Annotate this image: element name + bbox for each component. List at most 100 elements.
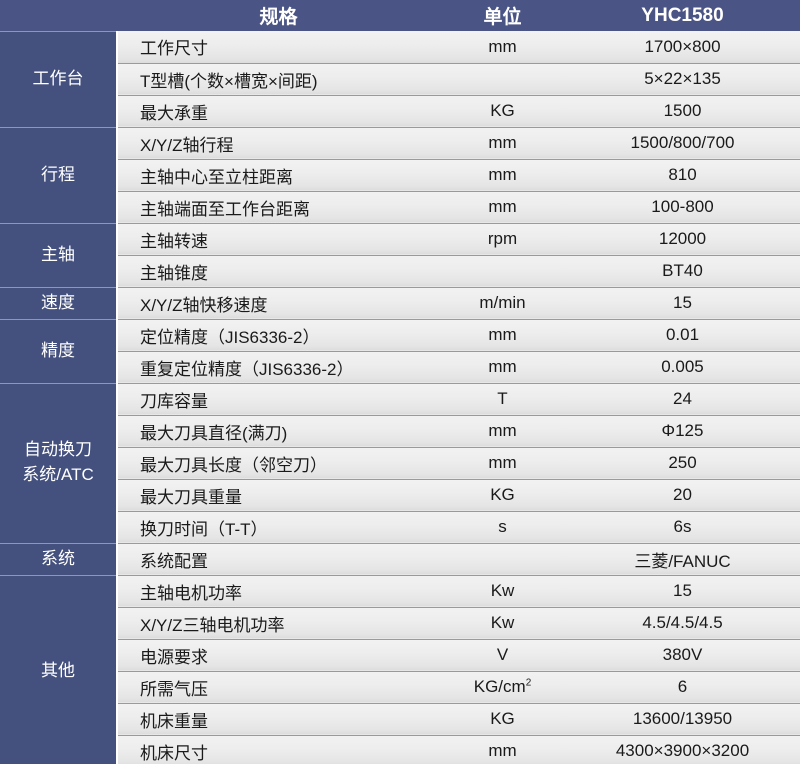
table-row: T型槽(个数×槽宽×间距) 5×22×135 [0, 63, 800, 96]
table-row: 行程 X/Y/Z轴行程 mm 1500/800/700 [0, 126, 800, 224]
spec-unit-cell: V [440, 639, 565, 672]
spec-unit-cell: T [440, 383, 565, 416]
table-row: 换刀时间（T-T） s 6s [0, 511, 800, 544]
spec-name-cell: 主轴锥度 [117, 255, 440, 288]
table-row: 最大承重 KG 1500 [0, 95, 800, 128]
spec-unit-cell: mm [440, 735, 565, 764]
spec-value-cell: 250 [565, 447, 800, 480]
spec-unit-cell: s [440, 511, 565, 544]
spec-name-cell: T型槽(个数×槽宽×间距) [117, 63, 440, 96]
spec-name-cell: 定位精度（JIS6336-2） [117, 319, 440, 352]
header-row: 规格 单位 YHC1580 [0, 0, 800, 31]
spec-name-cell: 工作尺寸 [117, 31, 440, 64]
table-row: X/Y/Z三轴电机功率 Kw 4.5/4.5/4.5 [0, 607, 800, 640]
spec-name-cell: 最大刀具直径(满刀) [117, 415, 440, 448]
spec-value-cell: BT40 [565, 255, 800, 288]
table-header: 规格 单位 YHC1580 [0, 0, 800, 31]
table-row: 机床尺寸 mm 4300×3900×3200 [0, 735, 800, 764]
spec-value-cell: 24 [565, 383, 800, 416]
spec-unit-cell: mm [440, 191, 565, 224]
category-cell: 主轴 [0, 222, 118, 288]
table-row: 主轴锥度 BT40 [0, 255, 800, 288]
table-row: 主轴中心至立柱距离 mm 810 [0, 159, 800, 192]
table-row: 自动换刀 系统/ATC 刀库容量 T 24 [0, 382, 800, 544]
spec-unit-cell: KG [440, 703, 565, 736]
header-spec-cell: 规格 [117, 0, 440, 31]
category-label-line: 速度 [41, 292, 75, 312]
spec-name-cell: 最大刀具长度（邻空刀） [117, 447, 440, 480]
category-label-line: 精度 [41, 340, 75, 360]
category-label-line: 行程 [41, 164, 75, 184]
spec-value-cell: 1500 [565, 95, 800, 128]
spec-unit-cell: KG [440, 95, 565, 128]
spec-name-cell: 主轴中心至立柱距离 [117, 159, 440, 192]
spec-name-cell: 机床尺寸 [117, 735, 440, 764]
spec-unit-cell: mm [440, 447, 565, 480]
spec-name-cell: 最大刀具重量 [117, 479, 440, 512]
spec-value-cell: 15 [565, 575, 800, 608]
spec-unit-cell: mm [440, 159, 565, 192]
spec-unit-cell: rpm [440, 223, 565, 256]
category-cell: 精度 [0, 318, 118, 384]
table-body: 工作台 工作尺寸 mm 1700×800 T型槽(个数×槽宽×间距) 5×22×135 最大… [0, 30, 800, 764]
table-row: 最大刀具长度（邻空刀） mm 250 [0, 447, 800, 480]
header-category-cell [0, 0, 117, 31]
spec-name-cell: 主轴端面至工作台距离 [117, 191, 440, 224]
category-cell: 行程 [0, 126, 118, 224]
spec-value-cell: 4.5/4.5/4.5 [565, 607, 800, 640]
spec-value-cell: 6 [565, 671, 800, 704]
spec-unit-cell: mm [440, 351, 565, 384]
table-row: 系统 系统配置 三菱/FANUC [0, 542, 800, 576]
category-cell: 其他 [0, 574, 118, 764]
spec-value-cell: 4300×3900×3200 [565, 735, 800, 764]
spec-name-cell: 主轴电机功率 [117, 575, 440, 608]
table-row: 所需气压 KG/cm2 6 [0, 671, 800, 704]
category-label-line: 系统/ATC [22, 465, 94, 484]
category-cell: 速度 [0, 286, 118, 320]
spec-value-cell: 12000 [565, 223, 800, 256]
spec-value-cell: 810 [565, 159, 800, 192]
category-label-line: 自动换刀 [24, 440, 92, 460]
spec-name-cell: X/Y/Z轴快移速度 [117, 287, 440, 320]
table-row: 其他 主轴电机功率 Kw 15 [0, 574, 800, 764]
spec-unit-cell: Kw [440, 607, 565, 640]
spec-unit-cell: KG [440, 479, 565, 512]
table-row: 精度 定位精度（JIS6336-2） mm 0.01 [0, 318, 800, 384]
spec-name-cell: 电源要求 [117, 639, 440, 672]
category-label-line: 工作台 [32, 68, 84, 88]
spec-value-cell: 380V [565, 639, 800, 672]
spec-unit-cell: KG/cm2 [440, 671, 565, 704]
category-label-line: 主轴 [41, 244, 75, 264]
spec-value-cell: 100-800 [565, 191, 800, 224]
spec-unit-cell [440, 543, 565, 576]
spec-name-cell: 最大承重 [117, 95, 440, 128]
table-row: 电源要求 V 380V [0, 639, 800, 672]
spec-unit-cell: Kw [440, 575, 565, 608]
spec-name-cell: 刀库容量 [117, 383, 440, 416]
spec-name-cell: X/Y/Z轴行程 [117, 127, 440, 160]
table-row: 工作台 工作尺寸 mm 1700×800 [0, 30, 800, 128]
spec-name-cell: 主轴转速 [117, 223, 440, 256]
category-cell: 自动换刀系统/ATC [0, 382, 118, 544]
table-row: 主轴端面至工作台距离 mm 100-800 [0, 191, 800, 224]
spec-name-cell: 换刀时间（T-T） [117, 511, 440, 544]
spec-value-cell: Φ125 [565, 415, 800, 448]
spec-name-cell: X/Y/Z三轴电机功率 [117, 607, 440, 640]
spec-name-cell: 所需气压 [117, 671, 440, 704]
spec-unit-cell: mm [440, 31, 565, 64]
category-label-line: 系统 [41, 548, 75, 568]
spec-unit-cell: mm [440, 319, 565, 352]
spec-value-cell: 5×22×135 [565, 63, 800, 96]
spec-unit-cell: m/min [440, 287, 565, 320]
spec-unit-cell [440, 63, 565, 96]
table-row: 最大刀具重量 KG 20 [0, 479, 800, 512]
category-cell: 系统 [0, 542, 118, 576]
table-row: 速度 X/Y/Z轴快移速度 m/min 15 [0, 286, 800, 320]
spec-value-cell: 0.01 [565, 319, 800, 352]
category-label-line: 其他 [41, 660, 75, 680]
table-row: 主轴 主轴转速 rpm 12000 [0, 222, 800, 288]
category-cell: 工作台 [0, 30, 118, 128]
table-row: 重复定位精度（JIS6336-2） mm 0.005 [0, 351, 800, 384]
spec-name-cell: 系统配置 [117, 543, 440, 576]
